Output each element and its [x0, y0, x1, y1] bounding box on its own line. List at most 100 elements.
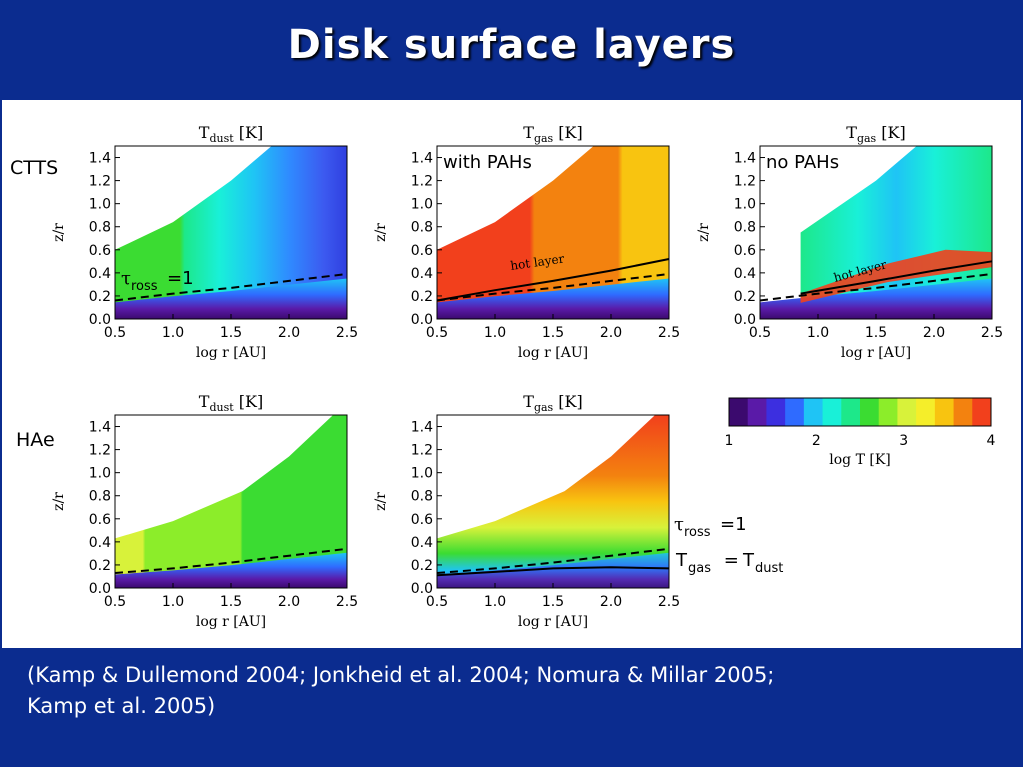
- midplane-cold-region: [437, 278, 669, 319]
- x-tick-label: 2.0: [600, 325, 622, 341]
- panel-title-main: T: [523, 392, 534, 411]
- title-bar: Disk surface layers: [0, 0, 1023, 98]
- y-tick-label: 0.8: [89, 220, 111, 236]
- disk-temperature-field: [800, 146, 992, 319]
- legend-tgas-T: T: [675, 550, 688, 571]
- colorbar-tick-label: 4: [987, 433, 996, 449]
- y-tick-label: 1.0: [411, 197, 433, 213]
- x-tick-label: 1.0: [484, 325, 506, 341]
- colorbar-swatch: [897, 398, 917, 426]
- y-tick-label: 1.4: [411, 151, 433, 167]
- colorbar-swatch: [953, 398, 973, 426]
- panel-ctts-gas-no-pahs: 0.5 1.0 1.5 2.0 2.5 0.0 0.2 0.4 0.6 0.8 1.0 1.2 1.4 l…: [696, 123, 1003, 361]
- y-tick-label: 1.0: [89, 466, 111, 482]
- x-tick-label: 2.0: [278, 594, 300, 610]
- y-tick-label: 0.2: [89, 289, 111, 305]
- citation: (Kamp & Dullemond 2004; Jonkheid et al. …: [27, 660, 987, 722]
- figure-area: CTTS HAe 0.5 1.0 1.5 2.0 2.5 0.0 0.2 0.4 0.6 0.8 1…: [2, 100, 1021, 648]
- legend-tau-equals: =1: [720, 514, 747, 535]
- colorbar-tick-label: 1: [725, 433, 734, 449]
- slide-title: Disk surface layers: [287, 22, 736, 68]
- x-axis-label: log r [AU]: [518, 345, 588, 361]
- y-tick-label: 0.6: [411, 243, 433, 259]
- colorbar: 1 2 3 4 log T [K]: [725, 397, 996, 468]
- y-axis-label: z/r: [696, 223, 712, 242]
- y-tick-label: 0.0: [734, 312, 756, 328]
- y-tick-label: 0.6: [734, 243, 756, 259]
- panel-title: Tdust [K]: [199, 392, 263, 414]
- y-tick-label: 1.2: [89, 174, 111, 190]
- panel-title-unit: [K]: [234, 392, 264, 411]
- panel-title: Tgas [K]: [523, 123, 582, 145]
- x-tick-label: 2.0: [278, 325, 300, 341]
- x-tick-label: 2.5: [981, 325, 1003, 341]
- midplane-cold-region: [437, 552, 669, 588]
- y-axis-label: z/r: [373, 223, 389, 242]
- colorbar-frame: [728, 397, 992, 427]
- y-tick-label: 1.0: [89, 197, 111, 213]
- colorbar-swatch: [841, 398, 861, 426]
- x-tick-label: 1.5: [220, 325, 242, 341]
- panel-ctts-gas-with-pahs: 0.5 1.0 1.5 2.0 2.5 0.0 0.2 0.4 0.6 0.8 1.0 1.2 1.4 l…: [373, 123, 680, 361]
- legend-tau-symbol: τ: [674, 514, 684, 535]
- disk-temperature-field: [437, 415, 669, 588]
- panel-hae-gas: 0.5 1.0 1.5 2.0 2.5 0.0 0.2 0.4 0.6 0.8 1.0 1.2 1.4 l…: [373, 392, 680, 630]
- tgas-equals-tdust-line: [436, 566, 670, 577]
- y-tick-label: 0.8: [411, 489, 433, 505]
- tgas-equals-tdust-line: [800, 260, 993, 295]
- y-axis-label: z/r: [51, 492, 67, 511]
- y-tick-label: 0.4: [411, 535, 433, 551]
- y-tick-label: 0.6: [89, 243, 111, 259]
- y-tick-label: 0.2: [89, 558, 111, 574]
- x-tick-label: 1.0: [807, 325, 829, 341]
- midplane-cold-region: [115, 552, 347, 588]
- x-tick-label: 1.0: [162, 594, 184, 610]
- panel-title-unit: [K]: [234, 123, 264, 142]
- colorbar-swatch: [934, 398, 955, 426]
- y-tick-label: 1.4: [411, 420, 433, 436]
- y-tick-label: 1.2: [734, 174, 756, 190]
- panel-title-unit: [K]: [876, 123, 906, 142]
- panel-title-main: T: [523, 123, 534, 142]
- panel-title-main: T: [846, 123, 857, 142]
- panel-title: Tdust [K]: [199, 123, 263, 145]
- colorbar-swatch: [972, 398, 992, 426]
- legend-tdust-T: T: [742, 550, 755, 571]
- legend-tgas-equals: =: [718, 550, 745, 571]
- midplane-cold-region: [115, 278, 347, 319]
- y-tick-label: 0.8: [411, 220, 433, 236]
- y-axis-label: z/r: [51, 223, 67, 242]
- y-tick-label: 1.4: [89, 151, 111, 167]
- x-tick-label: 0.5: [104, 325, 126, 341]
- colorbar-label: log T [K]: [829, 452, 891, 468]
- row-label-hae: HAe: [16, 429, 55, 451]
- y-tick-label: 0.0: [89, 312, 111, 328]
- y-tick-label: 0.2: [734, 289, 756, 305]
- annotation-no-pahs: no PAHs: [766, 152, 839, 173]
- legend-tdust-sub: dust: [755, 561, 783, 576]
- row-label-ctts: CTTS: [10, 157, 58, 179]
- colorbar-swatch: [860, 398, 880, 426]
- panel-title-subscript: dust: [209, 401, 234, 414]
- panel-title-unit: [K]: [553, 123, 583, 142]
- x-tick-label: 2.0: [600, 594, 622, 610]
- legend-tau-subscript: ross: [684, 525, 711, 540]
- colorbar-swatch: [729, 398, 749, 426]
- colorbar-swatch: [916, 398, 936, 426]
- colorbar-tick-label: 3: [899, 433, 908, 449]
- x-tick-label: 1.5: [542, 325, 564, 341]
- x-tick-label: 1.5: [865, 325, 887, 341]
- y-tick-label: 0.4: [734, 266, 756, 282]
- panel-title: Tgas [K]: [846, 123, 905, 145]
- panel-fill: [437, 146, 669, 319]
- panel-fill: [437, 415, 669, 588]
- panel-title-subscript: gas: [534, 132, 554, 145]
- y-tick-label: 1.4: [89, 420, 111, 436]
- panel-title-unit: [K]: [553, 392, 583, 411]
- y-tick-label: 0.0: [89, 581, 111, 597]
- y-axis-label: z/r: [373, 492, 389, 511]
- citation-line-1: (Kamp & Dullemond 2004; Jonkheid et al. …: [27, 663, 775, 687]
- y-tick-label: 1.4: [734, 151, 756, 167]
- y-tick-label: 1.0: [734, 197, 756, 213]
